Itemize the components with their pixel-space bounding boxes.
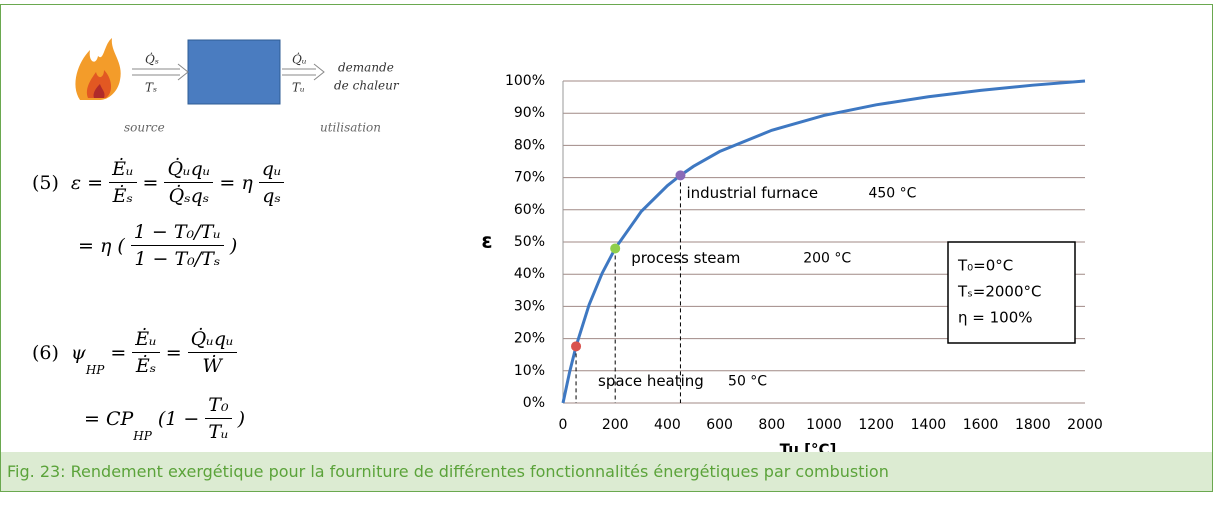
annotation: space heating: [598, 372, 704, 390]
y-tick-label: 50%: [514, 234, 545, 250]
denominator: Tᵤ: [208, 421, 229, 443]
denominator: Ẇ: [202, 355, 222, 377]
note-text: T₀=0°C: [957, 257, 1013, 275]
arrows: [132, 63, 325, 81]
y-tick-label: 0%: [523, 395, 545, 411]
y-tick-label: 80%: [514, 137, 545, 153]
equation-line: = CP HP (1 − T₀ Tᵤ): [84, 392, 245, 445]
flow-label: Q̇ₛ: [145, 51, 159, 66]
numerator: Ėᵤ: [132, 326, 160, 353]
figure: Q̇ₛ Tₛ Q̇ᵤ Tᵤ demande de chaleur source …: [75, 38, 1103, 453]
equation-subscript: HP: [133, 429, 152, 443]
x-tick-label: 1400: [911, 417, 947, 433]
caption: Fig. 23: Rendement exergétique pour la f…: [1, 452, 1212, 491]
temp-label: Tᵤ: [292, 81, 305, 95]
equation-text: ): [237, 407, 246, 430]
denominator: Q̇ₛqₛ: [168, 185, 210, 207]
x-tick-label: 1800: [1015, 417, 1051, 433]
x-tick-label: 0: [559, 417, 568, 433]
x-tick-label: 1600: [963, 417, 999, 433]
x-tick-label: 800: [758, 417, 785, 433]
denominator: 1 − T₀/Tₛ: [134, 248, 221, 270]
denominator: qₛ: [262, 185, 281, 207]
flame-icon: [75, 38, 121, 100]
denominator: Ėₛ: [112, 185, 133, 207]
fraction: Q̇ᵤqᵤ Ẇ: [187, 326, 237, 379]
y-tick-label: 20%: [514, 331, 545, 347]
equation-text: ): [229, 234, 238, 257]
x-tick-label: 400: [654, 417, 681, 433]
equation-number: (6): [32, 341, 59, 364]
annotation: process steam: [631, 249, 740, 267]
note-box: [947, 241, 1076, 344]
equation-line: (5) ε = Ėᵤ Ėₛ = Q̇ᵤqᵤ Q̇ₛqₛ = η qᵤ qₛ: [32, 156, 285, 209]
fraction: Q̇ᵤqᵤ Q̇ₛqₛ: [164, 156, 214, 209]
equation-line: (6) ψ HP = Ėᵤ Ėₛ = Q̇ᵤqᵤ Ẇ: [32, 326, 237, 379]
equation-text: =: [142, 171, 159, 194]
note-text: Tₛ=2000°C: [957, 283, 1041, 301]
x-tick-label: 1000: [806, 417, 842, 433]
demand-label: demande: [338, 61, 394, 75]
flow-label: Q̇ᵤ: [292, 51, 307, 66]
y-tick-label: 10%: [514, 363, 545, 379]
system-box: [187, 39, 281, 105]
equation-text: = η (: [78, 234, 125, 257]
figure-frame: [0, 4, 1213, 492]
equation-number: (5): [32, 171, 59, 194]
numerator: Q̇ᵤqᵤ: [187, 326, 237, 353]
annotation-temp: 50 °C: [728, 373, 767, 389]
y-tick-label: 90%: [514, 105, 545, 121]
equation-text: = CP: [84, 407, 134, 430]
source-label: source: [124, 121, 165, 135]
fraction: Ėᵤ Ėₛ: [109, 156, 137, 209]
y-tick-label: 60%: [514, 202, 545, 218]
equation-line: = η (1 − T₀/Tᵤ 1 − T₀/Tₛ): [78, 219, 237, 272]
temp-label: Tₛ: [145, 81, 157, 95]
fraction: Ėᵤ Ėₛ: [132, 326, 160, 379]
y-tick-label: 30%: [514, 298, 545, 314]
y-tick-label: 70%: [514, 170, 545, 186]
denominator: Ėₛ: [135, 355, 157, 377]
x-tick-label: 600: [706, 417, 733, 433]
note-text: η = 100%: [958, 309, 1033, 327]
numerator: Ėᵤ: [109, 156, 137, 183]
numerator: T₀: [205, 392, 232, 419]
annotation-temp: 450 °C: [868, 185, 916, 201]
line: [561, 79, 1086, 404]
y-tick-label: 100%: [505, 73, 545, 89]
equation-text: ε =: [70, 171, 104, 194]
x-tick-label: 2000: [1067, 417, 1103, 433]
x-axis-title: Tu [°C]: [780, 441, 837, 453]
equation-text: ψ: [70, 341, 86, 364]
x-tick-label: 200: [602, 417, 629, 433]
annotation-temp: 200 °C: [803, 250, 851, 266]
fraction: 1 − T₀/Tᵤ 1 − T₀/Tₛ: [130, 219, 224, 272]
use-label: utilisation: [320, 121, 381, 135]
annotation: industrial furnace: [686, 184, 818, 202]
numerator: 1 − T₀/Tᵤ: [130, 219, 224, 246]
equation-text: (1 −: [157, 407, 200, 430]
equation-text: = η: [219, 171, 253, 194]
demand-label: de chaleur: [334, 79, 400, 93]
y-tick-label: 40%: [514, 266, 545, 282]
y-axis-title: ε: [481, 229, 492, 253]
numerator: qᵤ: [258, 156, 285, 183]
equation-text: =: [110, 341, 127, 364]
equation-text: =: [165, 341, 182, 364]
marker: [571, 341, 582, 352]
numerator: Q̇ᵤqᵤ: [164, 156, 214, 183]
fraction: T₀ Tᵤ: [205, 392, 232, 445]
equation-subscript: HP: [85, 363, 105, 377]
fraction: qᵤ qₛ: [258, 156, 285, 209]
x-tick-label: 1200: [858, 417, 894, 433]
marker: [610, 243, 621, 254]
marker: [675, 170, 686, 181]
